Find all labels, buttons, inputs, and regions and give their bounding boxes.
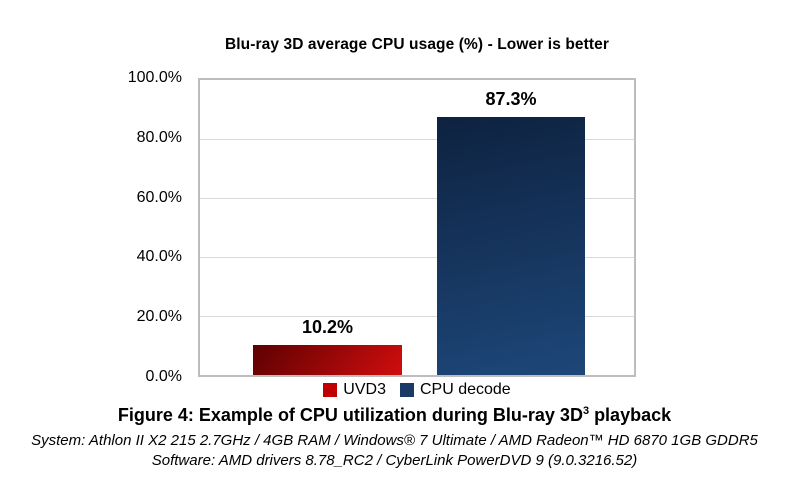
y-tick-label: 20.0% [136,308,182,326]
legend-label: CPU decode [419,381,511,398]
chart-legend: UVD3 CPU decode [198,381,636,399]
software-spec-line: Software: AMD drivers 8.78_RC2 / CyberLi… [151,452,638,469]
bar-group-uvd3: 10.2% [253,80,402,375]
bar-group-cpu-decode: 87.3% [437,80,585,375]
system-spec-line: System: Athlon II X2 215 2.7GHz / 4GB RA… [31,432,758,449]
bar-cpu-decode [437,117,585,375]
y-axis: 100.0% 80.0% 60.0% 40.0% 20.0% 0.0% [0,69,190,385]
y-tick-label: 0.0% [145,368,182,385]
legend-swatch-blue [399,383,414,397]
y-tick-label: 80.0% [136,128,182,146]
legend-swatch-red [323,383,338,397]
bar-value-label: 87.3% [485,89,537,110]
legend-item-uvd3: UVD3 [323,381,386,399]
gridline-20pct [200,315,634,317]
bar-value-label: 10.2% [301,316,354,337]
gridline-40pct [200,256,634,258]
y-tick-label: 40.0% [136,248,182,266]
gridline-80pct [200,138,634,140]
figure-caption-text: Figure 4: Example of CPU utilization dur… [117,405,583,425]
figure-caption-footnote-ref: 3 [582,405,590,417]
y-tick-label: 60.0% [136,188,182,206]
gridline-60pct [200,197,634,199]
plot-area: 10.2% 87.3% [198,78,636,377]
figure-caption: Figure 4: Example of CPU utilization dur… [0,405,789,426]
bar-uvd3 [253,344,402,375]
legend-item-cpu-decode: CPU decode [399,381,511,399]
legend-label: UVD3 [343,381,386,398]
chart-title: Blu-ray 3D average CPU usage (%) - Lower… [224,36,609,53]
y-tick-label: 100.0% [127,69,182,86]
figure-caption-suffix: playback [589,405,672,425]
